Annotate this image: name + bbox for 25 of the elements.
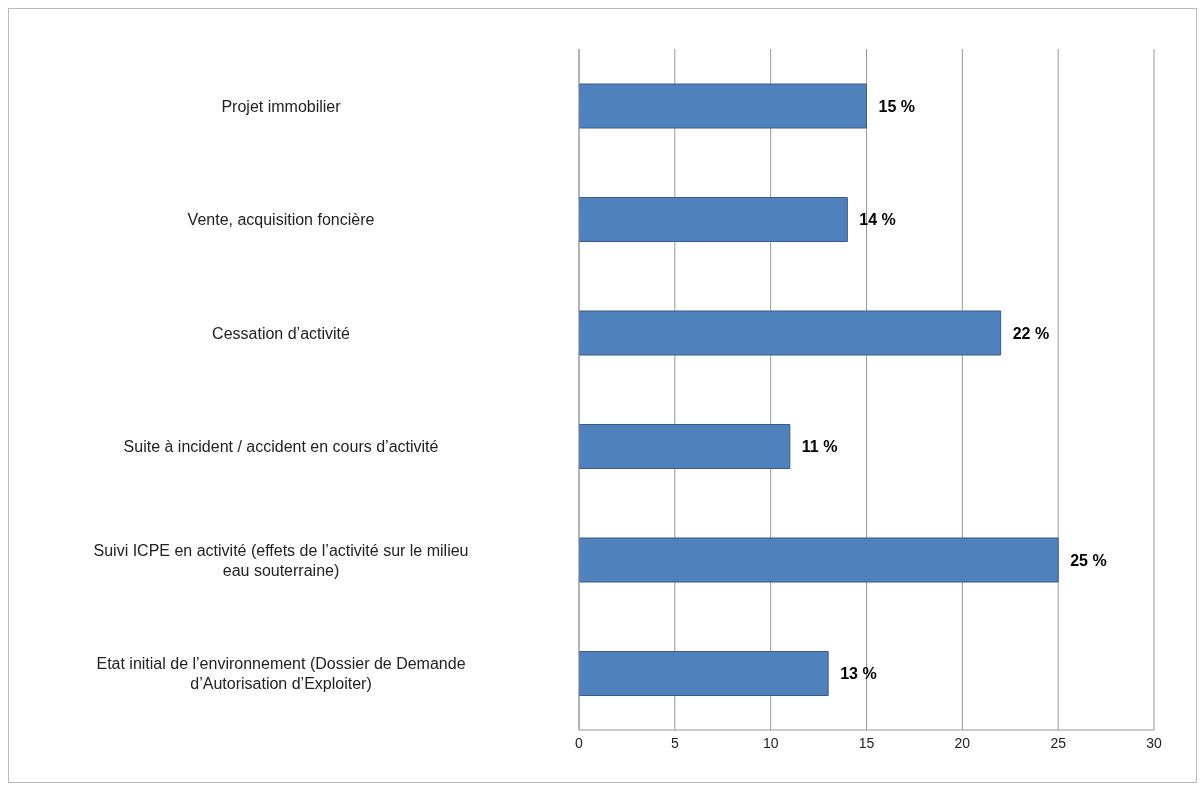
y-tick-label: Suivi ICPE en activité (effets de l’activité sur le milieu eau souterraine) <box>93 541 469 579</box>
y-tick-label: Projet immobilier <box>221 97 342 115</box>
bar <box>579 651 829 696</box>
x-tick-label: 15 <box>858 734 875 751</box>
data-label: 14 % <box>859 211 896 229</box>
y-tick-label: Cessation d’activité <box>212 324 351 342</box>
bar <box>579 424 791 469</box>
data-label: 15 % <box>878 97 915 115</box>
bar <box>579 197 848 242</box>
x-tick-label: 30 <box>1146 734 1162 751</box>
bar <box>579 83 867 129</box>
y-tick-label: Vente, acquisition foncière <box>187 210 375 228</box>
bar <box>579 537 1059 583</box>
x-tick-label: 10 <box>762 734 779 751</box>
bar <box>579 310 1002 356</box>
data-label: 25 % <box>1070 551 1107 569</box>
x-tick-label: 20 <box>954 734 971 751</box>
data-label: 22 % <box>1012 324 1050 342</box>
y-tick-label: Suite à incident / accident en cours d’activité <box>123 437 439 455</box>
x-tick-label: 25 <box>1050 734 1067 751</box>
data-label: 11 % <box>801 438 838 456</box>
x-tick-label: 5 <box>670 734 679 751</box>
x-tick-label: 0 <box>575 734 584 751</box>
y-tick-label: Etat initial de l’environnement (Dossier de Demande d’Autorisation d’Exploiter) <box>96 654 466 692</box>
data-label: 13 % <box>840 665 877 683</box>
